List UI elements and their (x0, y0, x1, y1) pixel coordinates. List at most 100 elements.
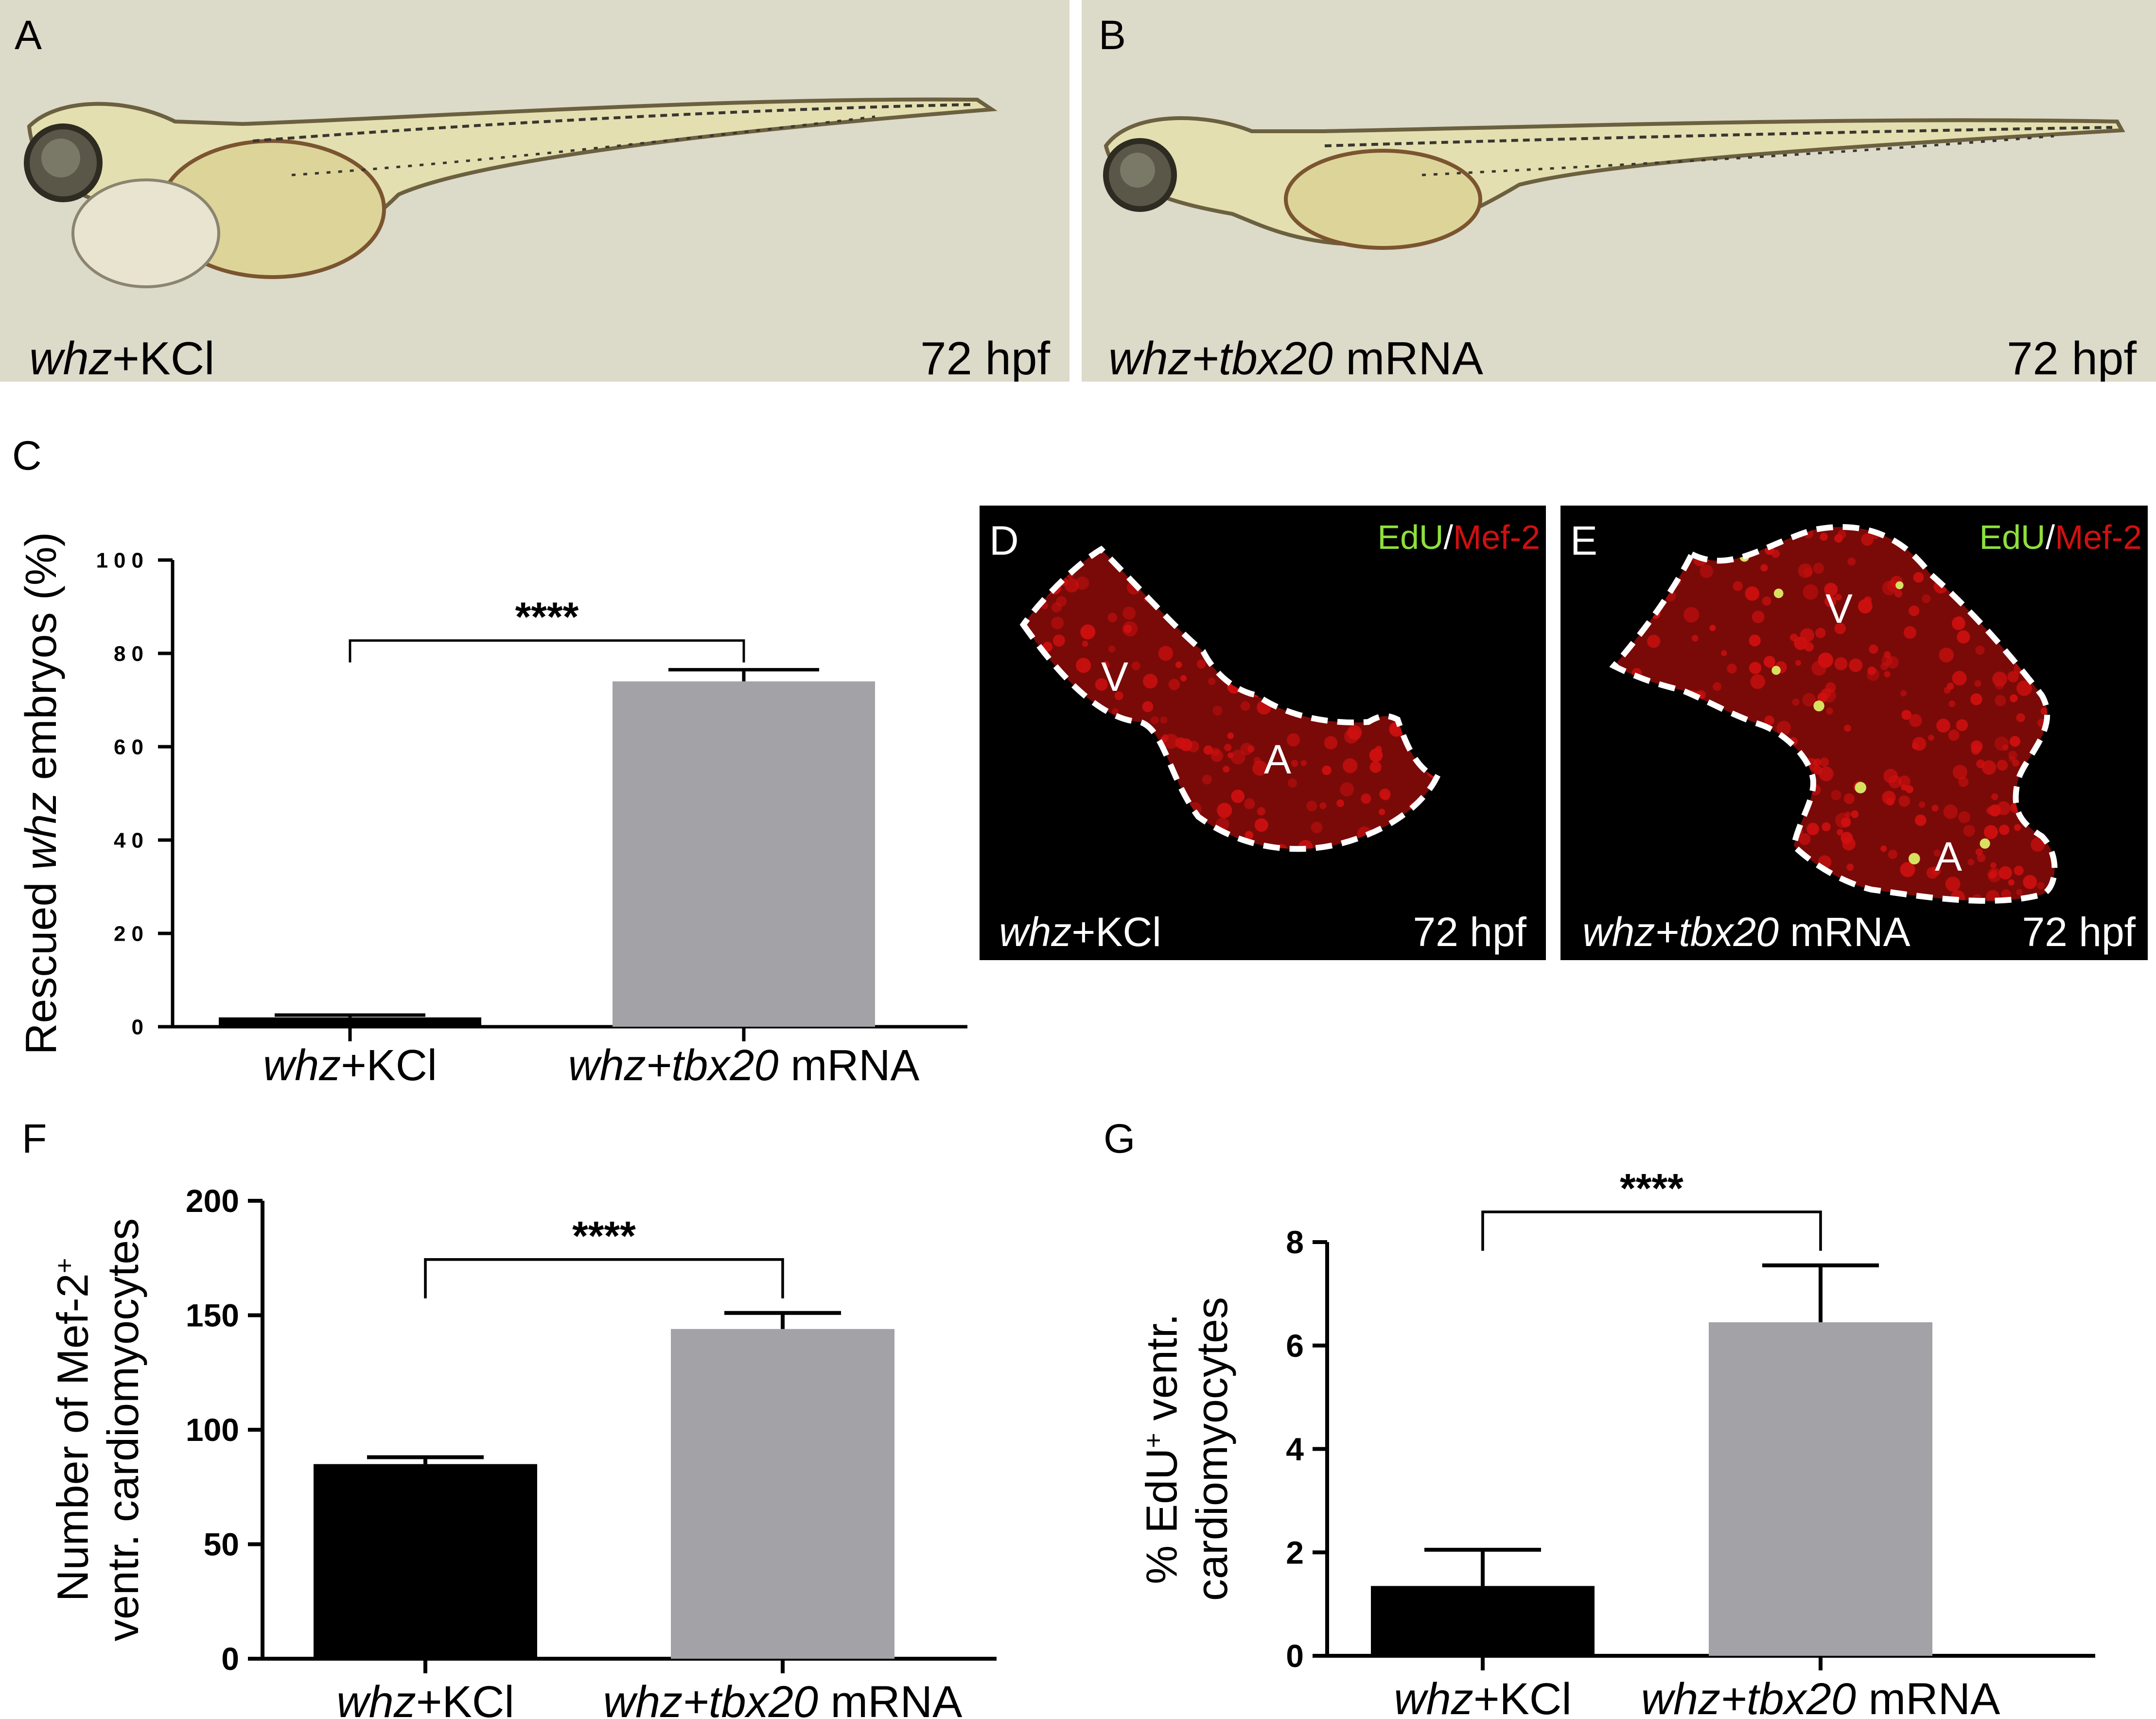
mef2-nucleus (1224, 744, 1232, 752)
mef2-nucleus (2033, 792, 2041, 799)
mef2-nucleus (1354, 633, 1368, 647)
mef2-nucleus (1060, 516, 1070, 526)
edu-nucleus (1736, 775, 1746, 785)
mef2-nucleus (1411, 832, 1420, 841)
mef2-nucleus (1724, 781, 1734, 791)
mef2-nucleus (1394, 578, 1408, 591)
stain-separator: / (2045, 518, 2055, 556)
mef2-nucleus (1638, 862, 1647, 872)
mef2-nucleus (1431, 874, 1444, 888)
mef2-nucleus (1614, 694, 1616, 708)
mef2-nucleus (1755, 506, 1763, 511)
mef2-nucleus (1095, 678, 1108, 691)
mef2-nucleus (1072, 519, 1079, 526)
bar (1371, 1586, 1595, 1656)
mef2-nucleus (1831, 789, 1841, 801)
mef2-nucleus (1311, 564, 1323, 577)
mef2-nucleus (1642, 574, 1655, 588)
mef2-nucleus (1988, 506, 2001, 513)
mef2-nucleus (1416, 621, 1423, 629)
mef2-nucleus (1289, 655, 1303, 668)
mef2-nucleus (1342, 758, 1358, 773)
mef2-nucleus (1928, 735, 1934, 741)
mef2-nucleus (1824, 595, 1837, 607)
mef2-nucleus (1584, 583, 1597, 597)
mef2-nucleus (1359, 931, 1368, 940)
mef2-nucleus (1471, 799, 1485, 812)
mef2-nucleus (1347, 535, 1357, 546)
mef2-nucleus (1763, 656, 1775, 668)
mef2-nucleus (1178, 936, 1188, 946)
mef2-nucleus (1560, 642, 1567, 650)
mef2-nucleus (993, 744, 1005, 756)
mef2-nucleus (1529, 948, 1537, 957)
mef2-nucleus (1375, 509, 1383, 516)
heart-e-drawing (1560, 506, 2148, 960)
significance-label: **** (572, 1213, 636, 1259)
mef2-nucleus (1633, 747, 1646, 759)
mef2-nucleus (1824, 582, 1838, 596)
y-axis-label: Number of Mef-2+ ventr. cardiomyocytes (49, 1218, 148, 1641)
mef2-nucleus (1834, 623, 1846, 634)
mef2-nucleus (1316, 506, 1324, 510)
mef2-nucleus (1527, 632, 1534, 639)
mef2-nucleus (1342, 942, 1351, 951)
mef2-nucleus (1142, 558, 1149, 565)
mef2-nucleus (1024, 837, 1038, 849)
mef2-nucleus (1120, 549, 1127, 554)
mef2-nucleus (2101, 580, 2109, 588)
mef2-nucleus (2096, 561, 2112, 577)
mef2-nucleus (1299, 586, 1313, 599)
mef2-nucleus (1469, 719, 1481, 731)
mef2-nucleus (1351, 506, 1362, 512)
mef2-nucleus (1208, 678, 1216, 685)
heart-d-outline (1023, 549, 1437, 849)
mef2-nucleus (1331, 604, 1345, 618)
mef2-nucleus (1336, 799, 1344, 807)
mef2-nucleus (990, 600, 1005, 614)
mef2-nucleus (1575, 772, 1585, 782)
panel-letter-f: F (22, 1116, 47, 1161)
y-tick-label: 0 (221, 1641, 239, 1677)
y-axis-title: Rescued whz embryos (%) (17, 532, 66, 1054)
mef2-nucleus (1392, 926, 1399, 932)
mef2-nucleus (2106, 730, 2117, 740)
mef2-nucleus (1370, 848, 1381, 849)
mef2-nucleus (1319, 802, 1327, 809)
mef2-nucleus (1352, 534, 1365, 546)
mef2-nucleus (1249, 506, 1256, 513)
mef2-nucleus (1576, 804, 1588, 816)
mef2-nucleus (1044, 721, 1056, 733)
mef2-nucleus (1561, 619, 1575, 632)
mef2-nucleus (1861, 533, 1874, 546)
mef2-nucleus (1112, 797, 1122, 807)
mef2-nucleus (1487, 818, 1500, 831)
mef2-nucleus (1566, 836, 1572, 842)
mef2-nucleus (1102, 661, 1110, 669)
mef2-nucleus (1024, 532, 1038, 546)
mef2-nucleus (1970, 693, 1982, 705)
mef2-nucleus (1425, 746, 1437, 761)
mef2-nucleus (1956, 527, 1970, 530)
mef2-nucleus (1112, 708, 1119, 715)
mef2-nucleus (1117, 721, 1123, 729)
mef2-nucleus (1496, 682, 1510, 696)
mef2-nucleus (1569, 913, 1578, 922)
mef2-nucleus (1151, 872, 1161, 882)
edu-nucleus (1800, 882, 1813, 895)
mef2-nucleus (1889, 956, 1896, 960)
mef2-nucleus (2140, 902, 2148, 912)
mef2-nucleus (1461, 634, 1468, 641)
mef2-nucleus (1016, 576, 1023, 582)
mef2-nucleus (1977, 853, 1986, 862)
mef2-nucleus (1975, 848, 1983, 856)
mef2-nucleus (1735, 828, 1748, 841)
mef2-nucleus (1331, 679, 1346, 693)
mef2-nucleus (1909, 714, 1922, 727)
mef2-nucleus (1614, 836, 1626, 849)
mef2-nucleus (1694, 837, 1707, 851)
mef2-nucleus (1104, 772, 1112, 780)
mef2-nucleus (1887, 579, 1899, 592)
mef2-nucleus (1851, 810, 1859, 818)
mef2-nucleus (1933, 849, 1941, 857)
